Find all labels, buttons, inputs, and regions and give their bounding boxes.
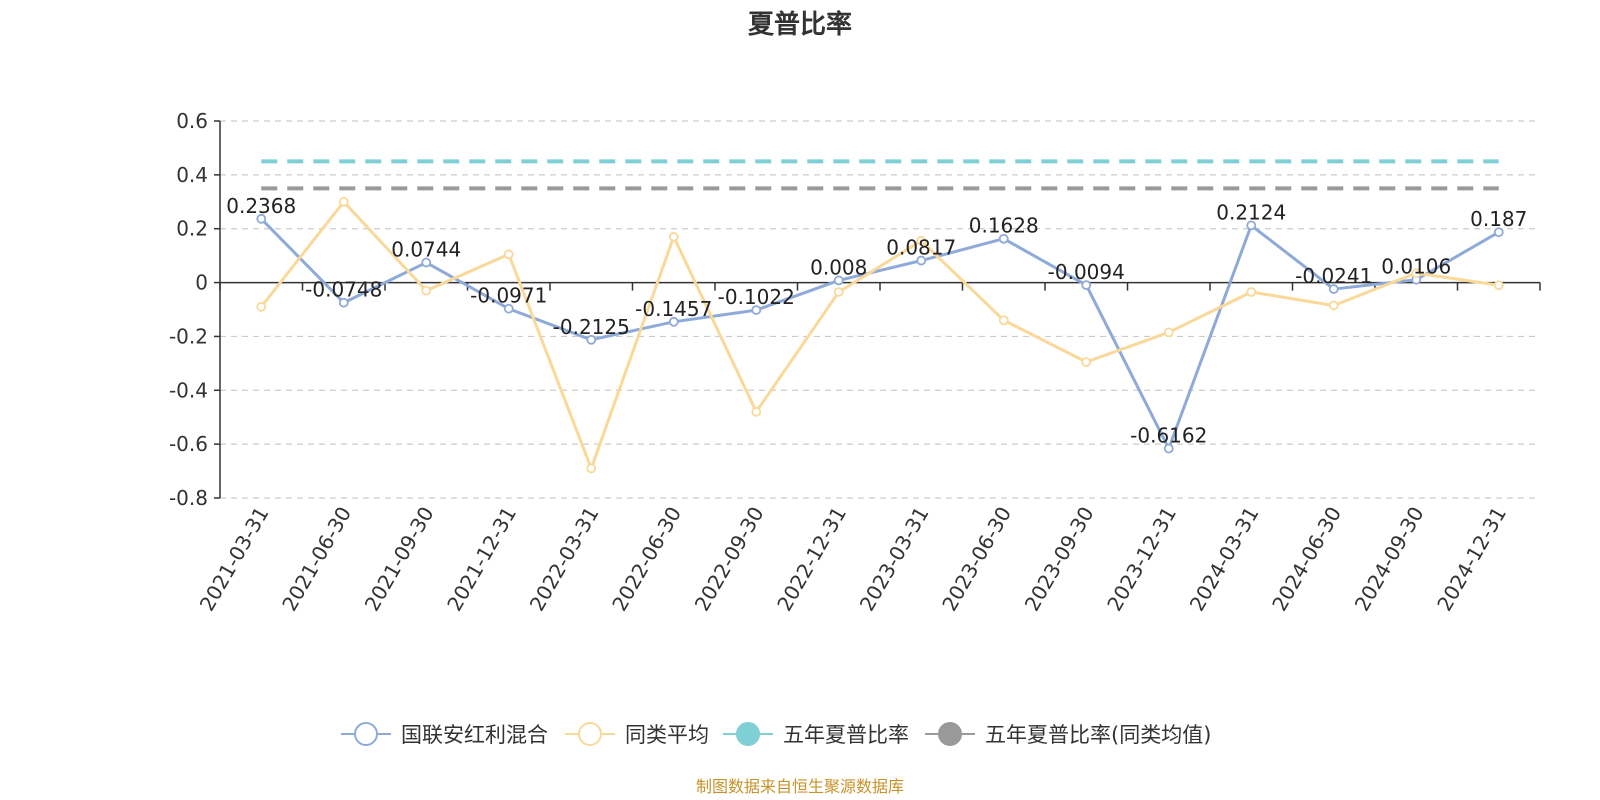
data-label: -0.0094 [1048, 260, 1125, 284]
series-0-point [916, 255, 927, 266]
series-1-point [1411, 268, 1422, 279]
legend-marker-icon [578, 722, 602, 746]
series-0-point [421, 257, 432, 268]
data-label: 0.2124 [1216, 200, 1286, 224]
data-label: 0.008 [810, 255, 867, 279]
series-1-point [751, 406, 762, 417]
series-1-point [916, 235, 927, 246]
x-tick-label: 2022-09-30 [690, 503, 769, 616]
chart-title: 夏普比率 [748, 9, 852, 40]
legend-marker-icon [354, 722, 378, 746]
legend-item-3: 五年夏普比率(同类均值) [925, 722, 1211, 747]
series-0-point [751, 305, 762, 315]
x-tick-label: 2024-03-31 [1185, 503, 1264, 616]
x-tick-label: 2024-06-30 [1267, 503, 1346, 616]
legend-item-1: 同类平均 [565, 722, 709, 747]
x-tick-label: 2023-09-30 [1020, 503, 1099, 616]
series-0-point [668, 316, 679, 327]
series-1-point [503, 249, 514, 260]
series-0-point [1163, 443, 1174, 454]
legend: 国联安红利混合 同类平均 五年夏普比率 五年夏普比率(同类均值) [341, 722, 1211, 747]
x-tick-label: 2022-06-30 [607, 503, 686, 616]
data-label: -0.0971 [470, 284, 547, 308]
y-tick-label: -0.6 [169, 432, 208, 456]
data-label: -0.0241 [1295, 264, 1372, 288]
data-label: 0.187 [1470, 207, 1527, 231]
y-tick-label: 0 [195, 271, 208, 295]
data-label: -0.1457 [635, 297, 712, 321]
y-tick-label: -0.2 [169, 324, 208, 348]
y-tick-label: -0.4 [169, 378, 208, 402]
series-1-point [833, 287, 844, 297]
series-0-line [260, 217, 1500, 451]
series-1-point [998, 315, 1009, 326]
series-1-point [586, 463, 597, 474]
legend-label: 五年夏普比率(同类均值) [985, 723, 1211, 747]
x-tick-label: 2023-12-31 [1102, 503, 1181, 616]
legend-marker-icon [938, 722, 962, 746]
x-tick-label: 2021-09-30 [360, 503, 439, 616]
legend-label: 同类平均 [625, 723, 709, 747]
x-tick-label: 2022-12-31 [772, 503, 851, 616]
series-1-point [1328, 300, 1339, 311]
series-1-point [338, 196, 349, 207]
series-layer [256, 159, 1504, 474]
legend-item-0: 国联安红利混合 [341, 722, 548, 747]
legend-item-2: 五年夏普比率 [723, 722, 909, 747]
y-tick-label: 0.4 [176, 163, 208, 187]
y-tick-label: 0.2 [176, 217, 208, 241]
series-0-point [833, 275, 844, 286]
series-1-point [1163, 327, 1174, 338]
x-tick-label: 2024-12-31 [1432, 503, 1511, 616]
legend-label: 国联安红利混合 [401, 723, 548, 747]
y-tick-label: 0.6 [176, 109, 208, 133]
data-label: 0.1628 [969, 214, 1039, 238]
data-label: 0.0106 [1381, 255, 1451, 279]
series-0-point [338, 297, 349, 308]
series-0-point [998, 233, 1009, 244]
source-note: 制图数据来自恒生聚源数据库 [696, 777, 904, 796]
x-tick-label: 2023-03-31 [855, 503, 934, 616]
series-1-point [668, 231, 679, 242]
series-1-point [1081, 357, 1092, 367]
series-0-point [1493, 227, 1504, 238]
series-1-point [256, 301, 267, 312]
series-0-point [503, 303, 514, 314]
series-1-point [421, 285, 432, 296]
data-label: -0.2125 [553, 315, 630, 339]
x-tick-label: 2024-09-30 [1350, 503, 1429, 616]
data-label-layer: 0.2368 -0.0748 0.0744 -0.0971-0.2125-0.1457… [226, 194, 1527, 448]
grid-layer [220, 120, 1540, 499]
data-label: 0.0744 [391, 238, 461, 262]
legend-marker-icon [736, 722, 760, 746]
series-1-line [260, 200, 1499, 470]
x-tick-label: 2022-03-31 [525, 503, 604, 616]
series-0-point [1328, 284, 1339, 294]
data-label: -0.1022 [718, 285, 795, 309]
series-0-point [1081, 280, 1092, 291]
data-label: 0.0817 [886, 236, 956, 260]
y-tick-label: -0.8 [169, 486, 208, 510]
data-label: -0.6162 [1130, 424, 1207, 448]
series-0-point [256, 213, 267, 224]
x-tick-label: 2021-06-30 [277, 503, 356, 616]
series-0-point [1246, 220, 1257, 231]
x-tick-label: 2021-03-31 [195, 503, 274, 616]
series-0-point [586, 334, 597, 345]
legend-label: 五年夏普比率 [783, 723, 909, 747]
data-label: 0.2368 [226, 194, 296, 218]
series-1-point [1493, 280, 1504, 291]
data-label: -0.0748 [305, 278, 382, 302]
x-tick-label: 2021-12-31 [442, 503, 521, 616]
series-1-point [1246, 287, 1257, 297]
x-tick-label: 2023-06-30 [937, 503, 1016, 616]
